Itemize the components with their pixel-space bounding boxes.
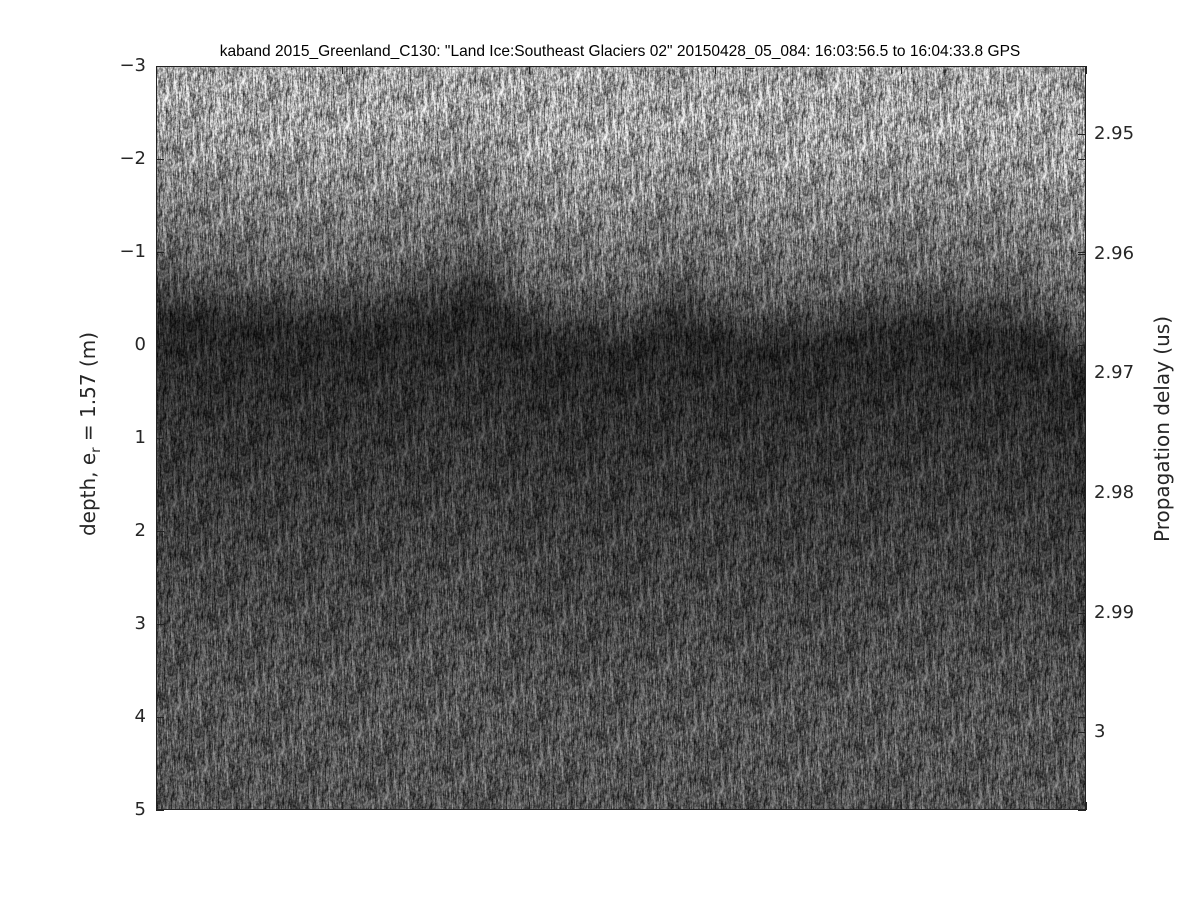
- x-tick-mark: [342, 802, 344, 810]
- left-axis-label-subscript: r: [89, 447, 104, 453]
- right-tick-mark: [1078, 134, 1086, 136]
- left-tick-mark-right: [1078, 66, 1086, 67]
- x-tick-mark-top: [715, 66, 717, 74]
- left-tick-label: −3: [119, 55, 146, 76]
- right-tick-mark: [1078, 253, 1086, 255]
- left-tick-label: 1: [134, 427, 146, 448]
- echogram-plot-area: [156, 66, 1086, 810]
- left-tick-label: 0: [134, 334, 146, 355]
- left-tick-mark-right: [1078, 345, 1086, 346]
- left-tick-label: −2: [119, 148, 146, 169]
- left-tick-mark: [156, 810, 164, 811]
- x-tick-mark: [528, 802, 530, 810]
- left-tick-mark: [156, 66, 164, 67]
- right-tick-label: 2.98: [1094, 482, 1135, 504]
- right-tick-mark: [1078, 732, 1086, 734]
- x-tick-mark: [156, 802, 157, 810]
- right-tick-label: 3: [1094, 721, 1106, 743]
- left-tick-mark-right: [1078, 438, 1086, 439]
- x-tick-mark-top: [342, 66, 344, 74]
- x-tick-mark-top: [528, 66, 530, 74]
- left-tick-mark-right: [1078, 531, 1086, 532]
- right-tick-mark: [1078, 493, 1086, 495]
- left-tick-mark: [156, 159, 164, 160]
- x-tick-mark: [1086, 802, 1087, 810]
- left-tick-label: 5: [134, 799, 146, 820]
- left-tick-label: 2: [134, 520, 146, 541]
- left-axis-label-suffix: = 1.57 (m): [76, 331, 100, 448]
- x-tick-mark-top: [156, 66, 157, 74]
- left-tick-mark: [156, 531, 164, 532]
- chart-title: kaband 2015_Greenland_C130: "Land Ice:So…: [219, 43, 1021, 60]
- right-tick-label: 2.97: [1094, 362, 1135, 384]
- right-axis-label: Propagation delay (us): [1150, 315, 1174, 542]
- right-tick-label: 2.95: [1094, 123, 1135, 145]
- left-tick-mark: [156, 252, 164, 253]
- right-tick-mark: [1078, 612, 1086, 614]
- left-tick-mark-right: [1078, 810, 1086, 811]
- x-tick-mark: [715, 802, 717, 810]
- right-tick-label: 2.96: [1094, 242, 1135, 264]
- x-tick-mark-top: [1086, 66, 1087, 74]
- left-tick-label: 4: [134, 706, 146, 727]
- left-tick-mark-right: [1078, 624, 1086, 625]
- left-tick-label: 3: [134, 613, 146, 634]
- x-tick-mark: [901, 802, 903, 810]
- right-tick-label: 2.99: [1094, 601, 1135, 623]
- left-tick-mark-right: [1078, 252, 1086, 253]
- right-tick-mark: [1078, 373, 1086, 375]
- left-tick-mark-right: [1078, 159, 1086, 160]
- left-tick-label: −1: [119, 241, 146, 262]
- x-tick-mark-top: [901, 66, 903, 74]
- left-tick-mark: [156, 624, 164, 625]
- left-tick-mark-right: [1078, 717, 1086, 718]
- echogram-image: [157, 67, 1085, 809]
- left-axis-label-text: depth, e: [76, 452, 100, 537]
- left-tick-mark: [156, 438, 164, 439]
- left-axis-label: depth, er = 1.57 (m): [76, 314, 104, 554]
- left-tick-mark: [156, 345, 164, 346]
- left-tick-mark: [156, 717, 164, 718]
